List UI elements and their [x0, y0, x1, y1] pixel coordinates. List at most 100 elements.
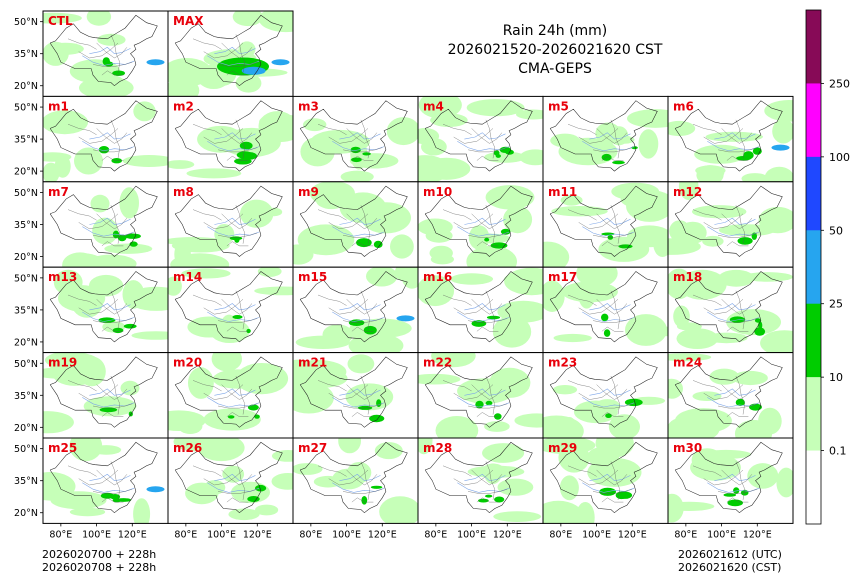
- rain-area-light: [222, 322, 249, 340]
- panel-label: m15: [298, 270, 327, 284]
- rain-area-moderate: [499, 146, 511, 153]
- province-boundary: [453, 128, 494, 144]
- rain-area-light: [543, 241, 570, 268]
- rain-area-moderate: [727, 499, 743, 507]
- province-boundary: [96, 128, 128, 144]
- rain-area-light: [271, 450, 293, 462]
- province-boundary: [596, 213, 628, 230]
- panel-map: [43, 100, 168, 182]
- rain-area-light: [704, 452, 733, 464]
- province-boundary: [342, 147, 383, 153]
- rain-area-light: [560, 194, 583, 206]
- rain-area-light: [668, 120, 696, 137]
- rain-area-moderate: [605, 413, 612, 418]
- footer-right-line-1: 2026021612 (UTC): [678, 548, 782, 561]
- rain-area-moderate: [723, 493, 737, 497]
- rain-area-light: [668, 501, 715, 511]
- rain-area-light: [466, 99, 525, 117]
- province-boundary: [67, 124, 97, 135]
- panel-CTL: CTL 50°N 35°N 20°N: [14, 10, 169, 97]
- panel-label: m7: [48, 185, 69, 199]
- panel-m24: m24: [667, 352, 794, 439]
- rain-area-light: [395, 267, 412, 282]
- province-boundary: [203, 128, 244, 144]
- country-boundary: [424, 356, 533, 428]
- panel-m26: m26 80°E 100°E 120°E: [167, 437, 294, 540]
- panel-label: m24: [673, 356, 702, 370]
- province-boundary: [221, 42, 253, 59]
- rain-area-light: [203, 408, 261, 431]
- panel-m12: m12: [667, 181, 794, 268]
- rain-area-light: [482, 463, 504, 475]
- province-boundary: [192, 380, 222, 392]
- province-boundary: [317, 294, 347, 306]
- province-boundary: [92, 62, 133, 67]
- rain-area-light: [620, 189, 668, 210]
- panel-label: m16: [423, 270, 452, 284]
- panel-map: [49, 269, 168, 343]
- rain-area-light: [303, 118, 327, 132]
- colorbar-frame: [805, 9, 822, 525]
- province-boundary: [110, 205, 120, 244]
- country-boundary: [549, 271, 658, 343]
- country-boundary: [49, 356, 158, 428]
- province-boundary: [596, 128, 628, 144]
- province-boundary: [726, 241, 749, 247]
- province-boundary: [721, 213, 753, 230]
- rain-area-moderate: [247, 496, 260, 502]
- rain-area-light: [493, 511, 542, 522]
- country-boundary: [299, 185, 408, 257]
- panel-map: [418, 96, 543, 182]
- panel-m14: m14: [167, 266, 294, 354]
- rain-area-light: [43, 12, 82, 24]
- rain-area-moderate: [500, 228, 511, 235]
- country-boundary: [674, 100, 783, 172]
- panel-m9: m9: [292, 181, 419, 268]
- province-boundary: [467, 232, 508, 238]
- rain-area-light: [758, 407, 782, 435]
- province-boundary: [78, 469, 119, 486]
- colorbar-label: 50: [829, 224, 843, 237]
- panel-label: m22: [423, 356, 452, 370]
- province-boundary: [96, 42, 128, 59]
- panel-label: m14: [173, 270, 202, 284]
- province-boundary: [342, 489, 383, 494]
- rain-area-light: [484, 421, 510, 432]
- panel-label: m30: [673, 441, 702, 455]
- province-boundary: [110, 461, 120, 500]
- province-boundary: [703, 213, 744, 229]
- colorbar-segment: [806, 230, 821, 305]
- rain-area-light: [503, 205, 533, 234]
- rain-area-moderate: [758, 321, 763, 330]
- rain-area-light: [764, 166, 793, 182]
- colorbar-label: 250: [829, 77, 850, 90]
- country-boundary: [174, 271, 283, 343]
- rain-area-light: [741, 272, 793, 282]
- x-tick-label: 100°E: [582, 529, 611, 540]
- panel-m27: m27 80°E 100°E 120°E: [292, 437, 419, 540]
- panel-map: [168, 11, 293, 97]
- province-boundary: [692, 380, 722, 392]
- colorbar-segment: [806, 156, 821, 231]
- province-boundary: [92, 147, 133, 153]
- panel-map: [299, 100, 418, 182]
- rain-area-light: [349, 153, 399, 169]
- province-boundary: [217, 147, 258, 153]
- province-boundary: [346, 469, 378, 486]
- province-boundary: [235, 376, 245, 415]
- province-boundary: [726, 326, 749, 332]
- rain-area-moderate: [351, 157, 362, 163]
- rain-area-light: [43, 411, 74, 434]
- province-boundary: [317, 465, 347, 477]
- rain-area-moderate: [361, 496, 368, 505]
- province-boundary: [592, 403, 633, 409]
- rain-area-light: [776, 467, 793, 498]
- rain-area-moderate: [246, 328, 251, 334]
- province-boundary: [476, 497, 499, 503]
- country-boundary: [299, 441, 408, 514]
- panel-map: [49, 185, 158, 268]
- rain-area-moderate: [631, 146, 638, 150]
- rain-area-moderate: [752, 147, 762, 155]
- rain-area-moderate: [733, 487, 740, 494]
- province-boundary: [360, 290, 370, 330]
